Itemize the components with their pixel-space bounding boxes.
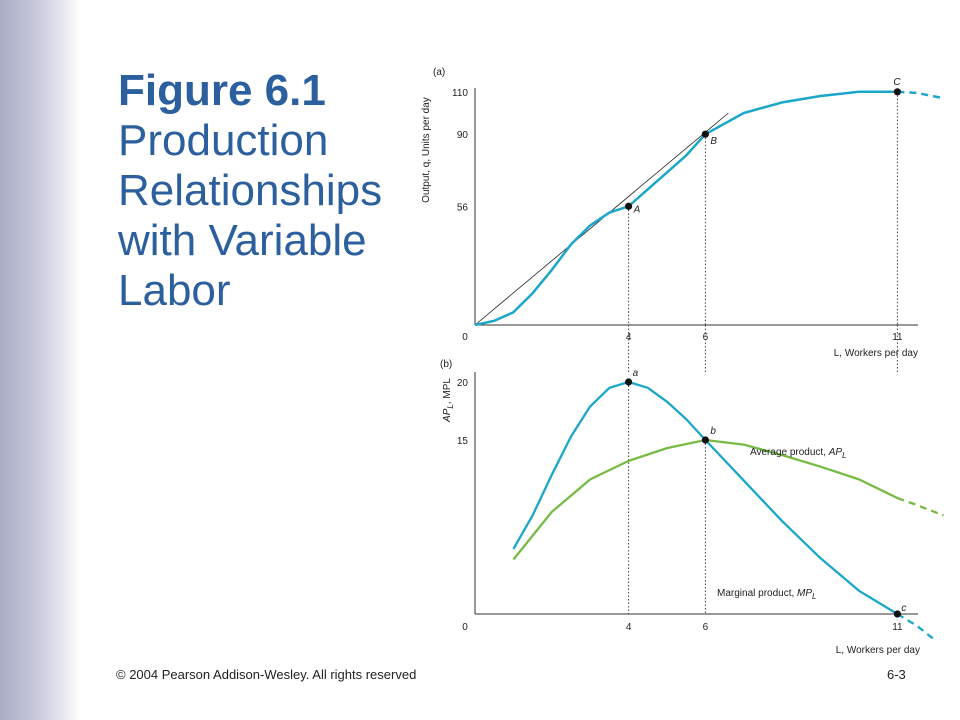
panel-a-point-B: [701, 130, 710, 138]
panel-a-y-tick-label: 110: [452, 88, 468, 99]
panel-b-point-a: [625, 378, 633, 386]
panel-b-y-tick-label: 15: [457, 436, 469, 447]
panel-a-point-label: C: [893, 77, 901, 88]
panel-a-x-tick-label: 4: [626, 332, 632, 343]
footer-page-number: 6-3: [887, 667, 906, 682]
panel-a-total-product-extension: [897, 90, 944, 100]
panel-b-y-tick-label: 20: [457, 378, 469, 389]
panel-a-x-axis-label: L, Workers per day: [834, 348, 918, 359]
panel-b-point-c: [893, 610, 902, 618]
footer-copyright: © 2004 Pearson Addison-Wesley. All right…: [116, 667, 417, 682]
panel-b-marginal-product-curve: [512, 380, 898, 615]
panel-b-point-label: c: [901, 603, 906, 614]
panel-b-average-product-extension: [897, 496, 944, 517]
panel-b-point-label: b: [710, 426, 716, 437]
panel-a-x-tick-label: 6: [703, 332, 709, 343]
panel-b-x-tick-label: 6: [703, 622, 709, 633]
panel-a-total-product-curve: [474, 90, 898, 327]
figure-title: Production Relationships with Variable L…: [118, 116, 383, 315]
figure-number: Figure 6.1: [118, 66, 326, 115]
panel-a-point-label: A: [633, 204, 641, 215]
panel-a-x-tick-label: 11: [892, 332, 903, 343]
decorative-side-gradient: [0, 0, 80, 720]
panel-b-marginal-product-label: Marginal product, MPL: [717, 588, 817, 601]
panel-b-label: (b): [440, 359, 452, 370]
panel-b-x-tick-label: 4: [626, 622, 632, 633]
panel-a-y-axis-label: Output, q, Units per day: [421, 97, 432, 203]
panel-a-y-tick-label: 56: [457, 202, 469, 213]
panel-b-point-label: a: [633, 368, 639, 379]
panel-b-marginal-product-extension: [896, 613, 937, 642]
panel-a-point-C: [893, 88, 902, 96]
panel-a-point-label: B: [710, 136, 717, 147]
panel-b-x-tick-label: 11: [892, 622, 903, 633]
panel-a-x-tick-label: 0: [462, 332, 468, 343]
panel-a-y-tick-label: 90: [457, 130, 469, 141]
panel-b-average-product-label: Average product, APL: [750, 447, 847, 460]
panel-a-point-A: [625, 202, 633, 210]
panel-a-label: (a): [433, 67, 445, 78]
slide-title: Figure 6.1 Production Relationships with…: [118, 66, 418, 316]
panel-b-x-axis-label: L, Workers per day: [836, 645, 920, 656]
panel-b-x-tick-label: 0: [462, 622, 468, 633]
panel-b-y-axis-label: APL, MPL: [442, 378, 455, 423]
panel-b-point-b: [701, 436, 710, 444]
